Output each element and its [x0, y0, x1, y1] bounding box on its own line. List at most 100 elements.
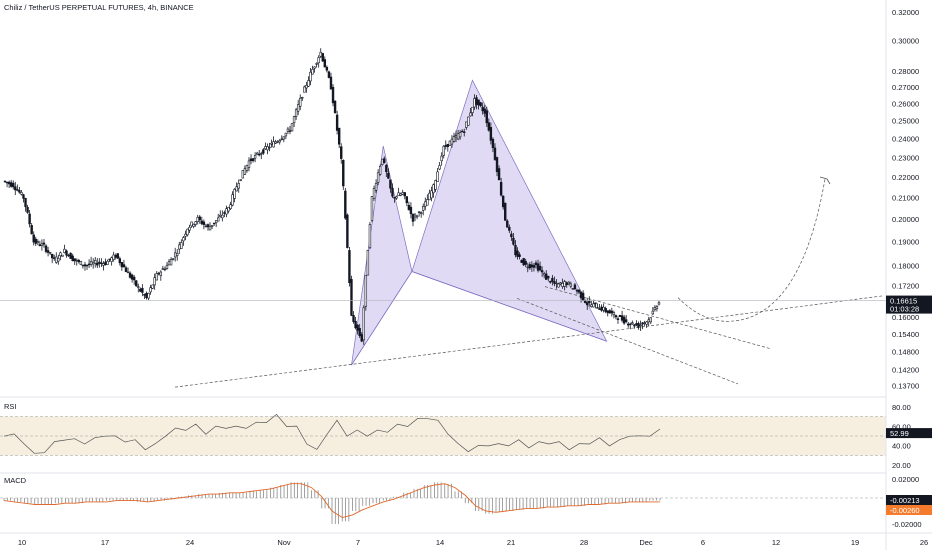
candle-down [393, 197, 396, 199]
candle-down [512, 237, 515, 245]
time-tick-label: 10 [18, 538, 26, 547]
candle-down [157, 272, 160, 275]
candle-up [657, 302, 661, 305]
candle-down [493, 147, 497, 160]
candle-down [5, 181, 9, 184]
candle-up [317, 57, 320, 64]
candle-up [305, 85, 308, 89]
candle-down [520, 260, 523, 263]
candle-up [186, 228, 189, 236]
trend-lines[interactable] [174, 176, 885, 388]
candle-down [135, 280, 138, 287]
candle-down [350, 279, 353, 316]
price-tick-label: 0.32000 [892, 8, 919, 17]
candle-down [460, 130, 464, 133]
candle-down [547, 275, 550, 279]
price-tick-label: 0.17200 [892, 281, 919, 290]
candle-up [432, 184, 435, 194]
last-price-badge [886, 295, 932, 314]
candle-up [237, 183, 240, 189]
candle-down [565, 282, 568, 286]
candle-up [473, 98, 476, 108]
candle-down [620, 315, 624, 321]
candle-down [83, 264, 87, 267]
candle-up [374, 183, 378, 191]
candle-down [249, 158, 253, 162]
candle-down [16, 189, 19, 191]
candle-up [413, 214, 417, 218]
candle-up [36, 241, 40, 244]
candle-down [583, 300, 587, 303]
candle-up [176, 253, 179, 256]
price-tick-label: 0.28000 [892, 67, 919, 76]
price-tick-label: 0.14800 [892, 348, 919, 357]
candle-down [530, 264, 534, 268]
time-axis[interactable]: 10 17 24 Nov 7 14 21 28 Dec 6 12 19 26 [18, 538, 928, 547]
candle-up [469, 112, 472, 117]
candle-down [337, 127, 341, 145]
candle-up [268, 146, 271, 149]
candle-down [87, 263, 91, 266]
candle-up [171, 258, 175, 260]
price-tick-label: 0.14200 [892, 366, 919, 375]
price-tick-label: 0.20000 [892, 215, 919, 224]
candle-up [253, 154, 257, 159]
candle-down [67, 254, 70, 257]
candle-up [59, 252, 62, 257]
rsi-value-badge-text: 52.99 [890, 429, 909, 438]
candle-up [221, 214, 224, 219]
candle-up [247, 160, 251, 168]
price-tick-label: 0.22000 [892, 173, 919, 182]
candle-down [356, 324, 359, 331]
candle-down [124, 267, 128, 273]
candle-down [34, 238, 37, 244]
candle-up [422, 206, 425, 211]
candle-up [643, 322, 646, 324]
candle-down [540, 270, 544, 273]
candle-up [266, 146, 269, 151]
price-tick-label: 0.16000 [892, 313, 919, 322]
price-tick-label: 0.21000 [892, 193, 919, 202]
candle-down [69, 252, 72, 259]
candle-up [61, 254, 64, 257]
candle-down [588, 300, 591, 304]
harmonic-pattern[interactable] [351, 79, 608, 366]
price-tick-label: 0.13700 [892, 382, 919, 391]
candle-down [594, 302, 597, 305]
candle-up [655, 306, 659, 310]
candle-up [424, 201, 427, 207]
candle-down [223, 212, 226, 214]
candle-down [26, 207, 29, 213]
candle-down [641, 322, 644, 325]
candle-up [225, 208, 228, 215]
candle-down [114, 255, 117, 258]
candlestick-series [0, 48, 886, 345]
candle-down [18, 190, 21, 193]
candle-down [12, 183, 15, 188]
candle-up [290, 123, 294, 132]
candle-up [229, 204, 232, 210]
candle-up [567, 281, 570, 285]
time-tick-label: 19 [851, 538, 859, 547]
candle-up [282, 136, 286, 140]
candle-up [559, 282, 562, 285]
candle-down [497, 168, 501, 181]
candle-down [77, 259, 81, 262]
candle-down [489, 127, 493, 141]
candle-up [368, 224, 372, 249]
candle-up [190, 221, 193, 227]
candle-down [130, 274, 134, 280]
candle-up [126, 271, 130, 274]
candle-down [342, 160, 345, 187]
candle-down [477, 99, 480, 106]
candle-down [358, 327, 361, 336]
candle-up [364, 274, 368, 307]
candle-down [38, 244, 42, 247]
candle-up [147, 292, 150, 299]
candle-up [561, 282, 564, 287]
candle-up [159, 271, 163, 276]
